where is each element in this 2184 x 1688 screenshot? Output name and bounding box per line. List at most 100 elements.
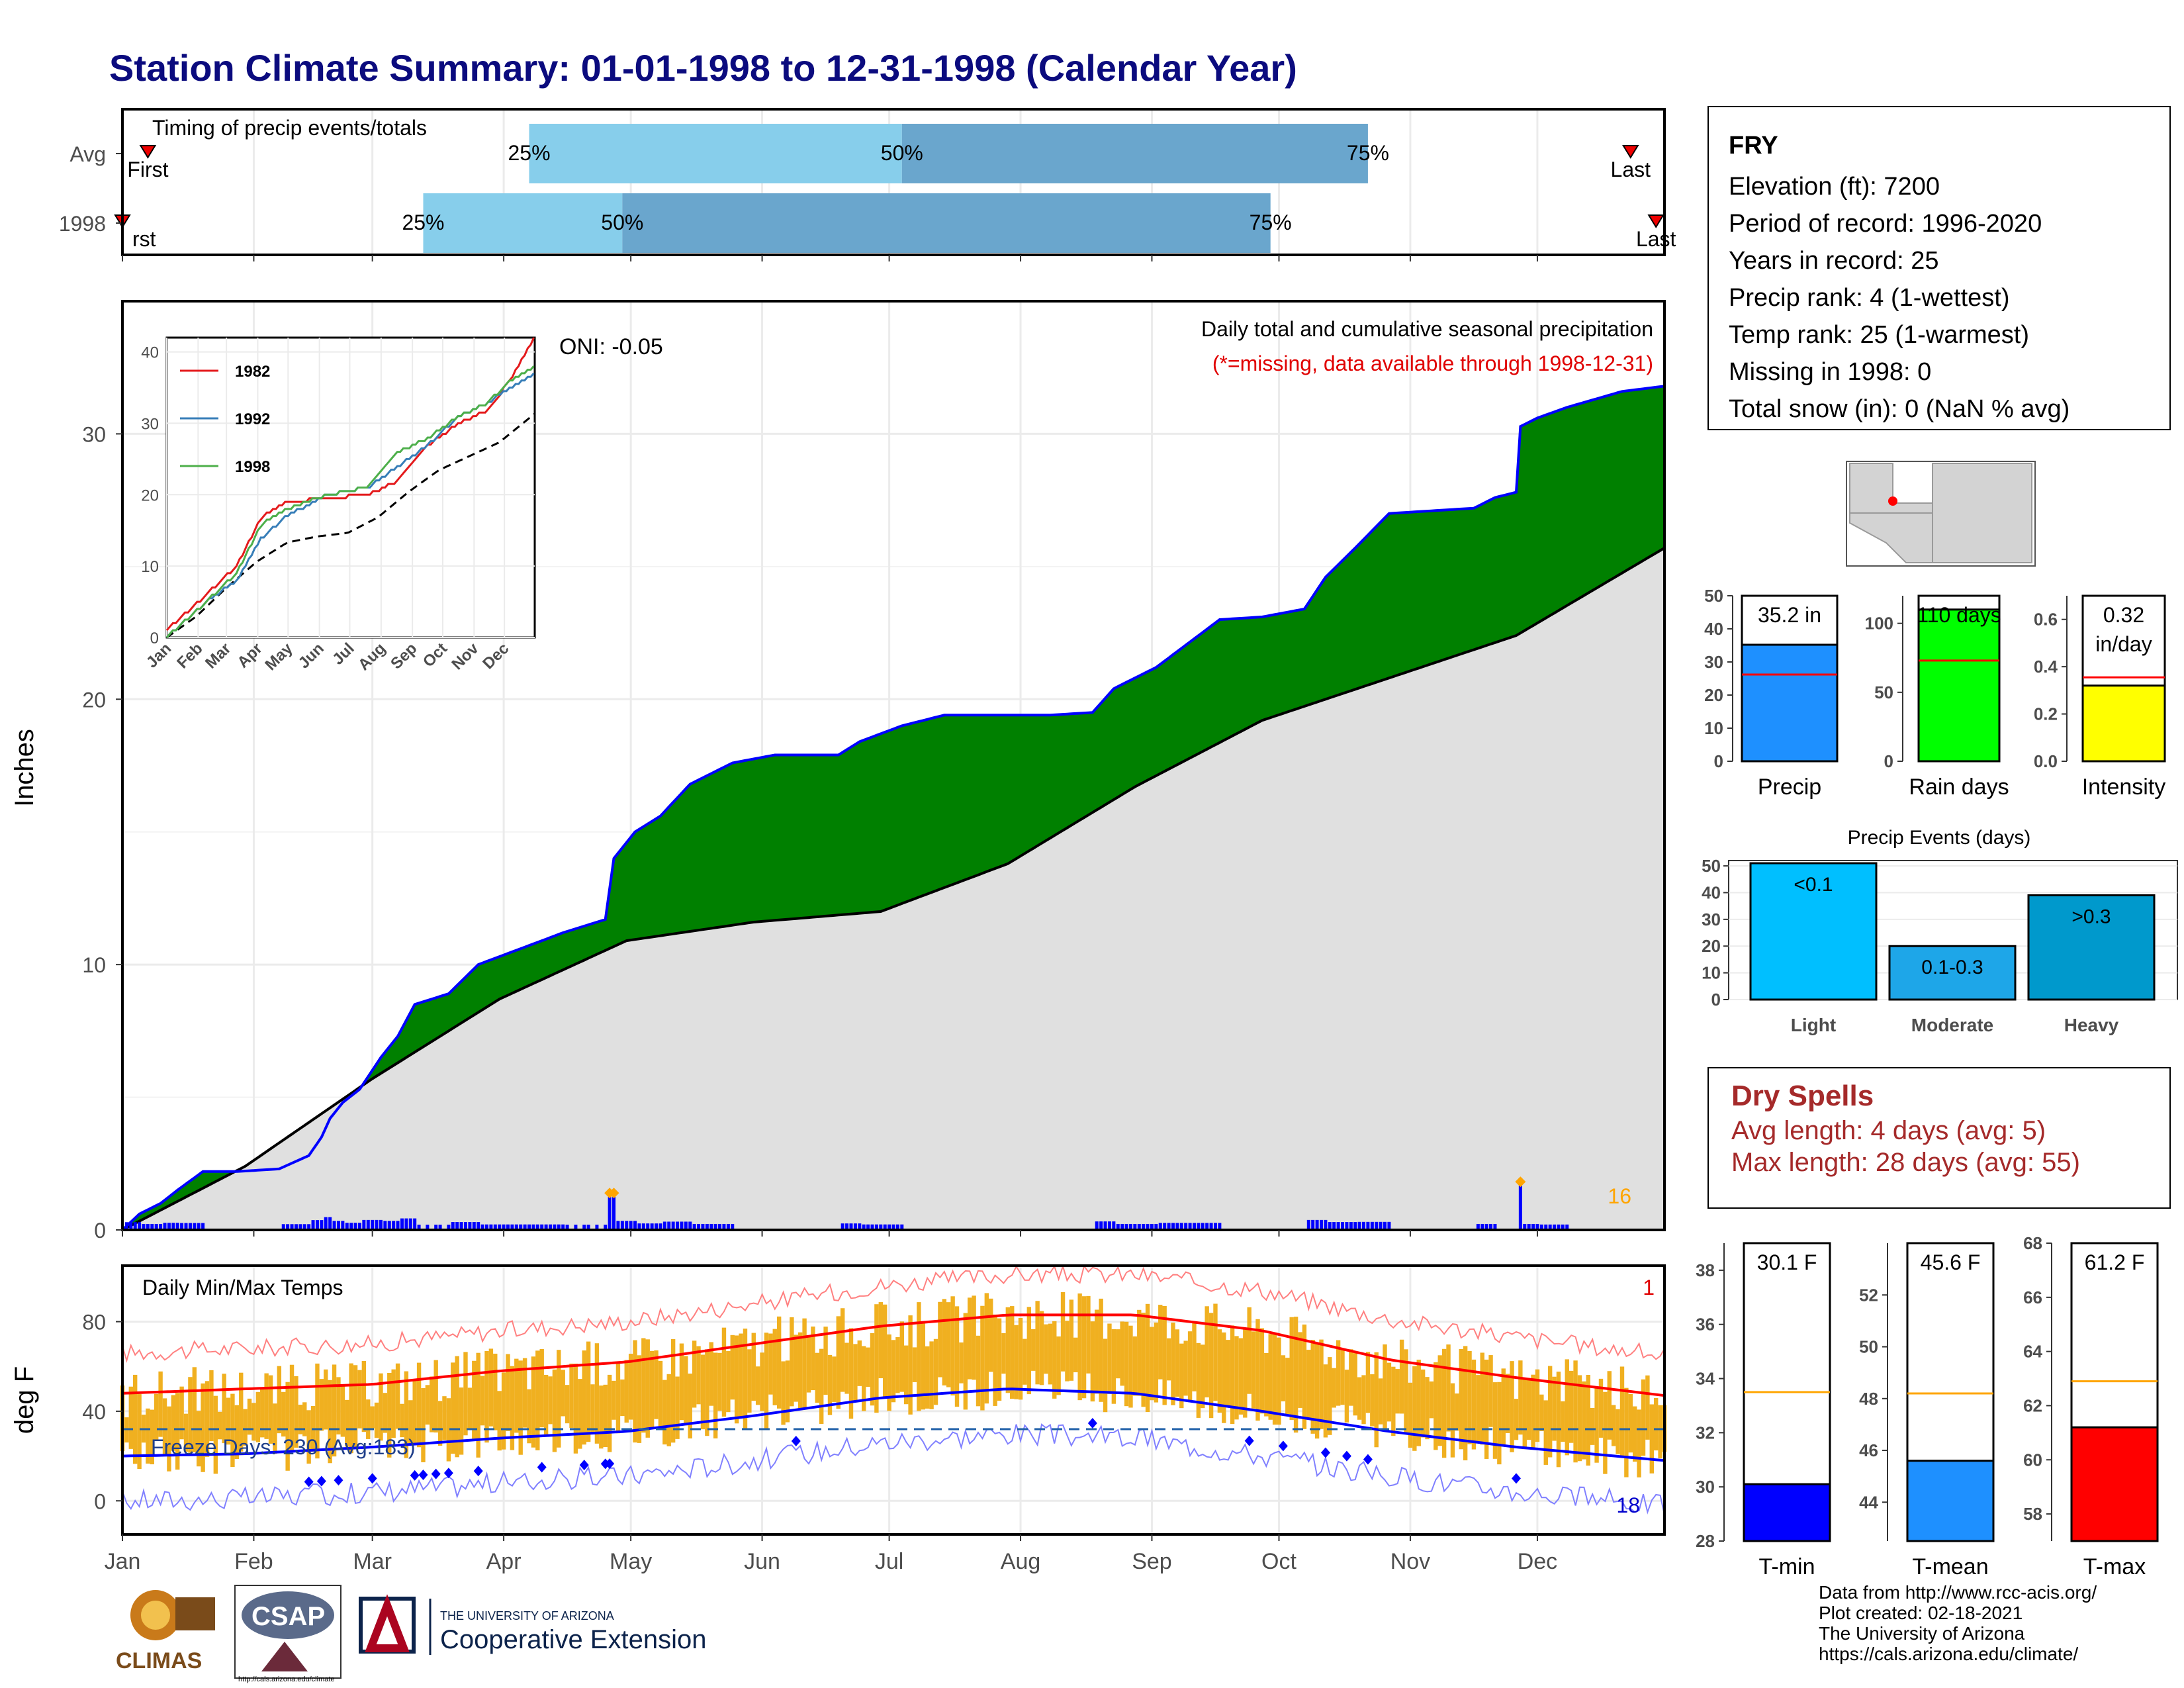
daily-precip-bar	[1209, 1223, 1213, 1230]
daily-precip-bar	[150, 1223, 154, 1230]
precip-ylabel: Inches	[10, 729, 39, 807]
temp-panel-frame	[121, 1264, 1666, 1536]
daily-temp-bar	[1336, 1340, 1341, 1406]
summary-value-text: 45.6 F	[1921, 1250, 1981, 1274]
daily-precip-bar	[680, 1221, 684, 1230]
daily-temp-bar	[425, 1385, 430, 1425]
daily-temp-bar	[197, 1411, 201, 1467]
daily-precip-bar	[718, 1223, 722, 1230]
daily-temp-bar	[1137, 1309, 1142, 1396]
daily-precip-bar	[629, 1221, 633, 1230]
daily-temp-bar	[1272, 1335, 1277, 1425]
daily-temp-bar	[442, 1396, 447, 1440]
daily-temp-bar	[408, 1400, 413, 1444]
daily-temp-bar	[150, 1409, 155, 1465]
daily-temp-bar	[1120, 1321, 1124, 1386]
daily-precip-bar	[874, 1224, 878, 1230]
daily-temp-bar	[933, 1338, 938, 1405]
daily-precip-bar	[1341, 1222, 1345, 1230]
daily-temp-bar	[730, 1335, 735, 1400]
daily-precip-bar	[709, 1223, 713, 1230]
daily-temp-bar	[768, 1333, 773, 1395]
summary-value-bar	[1741, 643, 1839, 763]
daily-temp-bar	[319, 1379, 324, 1431]
daily-temp-bar	[1526, 1380, 1531, 1440]
daily-temp-bar	[1387, 1362, 1392, 1422]
daily-precip-bar	[1548, 1224, 1552, 1230]
cumulative-precip-line	[121, 385, 1665, 1231]
station-line: Total snow (in): 0 (NaN % avg)	[1729, 395, 2070, 423]
daily-temp-bar	[1370, 1374, 1375, 1427]
daily-temp-bar	[1391, 1366, 1396, 1436]
dry-spells-max: Max length: 28 days (avg: 55)	[1731, 1148, 2080, 1177]
daily-precip-bar	[862, 1224, 866, 1230]
precip-event-range: <0.1	[1794, 874, 1833, 896]
summary-ytick: 36	[1696, 1315, 1715, 1335]
daily-temp-bar	[980, 1305, 985, 1411]
timing-bar-q3	[622, 193, 1271, 253]
daily-temp-bar	[324, 1369, 328, 1430]
daily-temp-bar	[1255, 1319, 1260, 1421]
daily-precip-bar	[324, 1217, 328, 1230]
daily-temp-bar	[336, 1377, 341, 1434]
daily-temp-bar	[493, 1353, 498, 1430]
daily-temp-bar	[543, 1374, 549, 1436]
daily-precip-bar	[1561, 1224, 1565, 1230]
daily-temp-bar	[1268, 1334, 1273, 1420]
daily-temp-bar	[984, 1293, 989, 1404]
daily-temp-bar	[1603, 1391, 1608, 1474]
daily-precip-bar	[392, 1221, 396, 1230]
inset-legend-label: 1982	[235, 363, 270, 381]
daily-temp-bar	[268, 1375, 273, 1444]
daily-temp-bar	[734, 1335, 739, 1424]
daily-temp-bar	[1645, 1375, 1650, 1440]
timing-25-label: 25%	[402, 211, 444, 234]
daily-temp-bar	[1166, 1338, 1171, 1381]
daily-temp-bar	[954, 1306, 960, 1407]
precip-events-ytick: 30	[1702, 910, 1721, 929]
daily-precip-bar	[489, 1224, 493, 1230]
daily-temp-bar	[925, 1346, 930, 1409]
summary-label: Intensity	[2082, 774, 2166, 800]
daily-temp-bar	[1035, 1301, 1040, 1385]
daily-temp-bar	[1056, 1336, 1061, 1395]
daily-temp-bar	[1141, 1312, 1146, 1407]
daily-temp-bar	[721, 1327, 727, 1417]
daily-precip-bar	[1557, 1224, 1561, 1230]
daily-precip-bar	[455, 1222, 459, 1230]
daily-temp-bar	[582, 1350, 586, 1445]
summary-ytick: 32	[1696, 1423, 1715, 1442]
daily-precip-bar	[1565, 1224, 1569, 1230]
month-tick-label: Feb	[234, 1549, 273, 1574]
timing-50-label: 50%	[881, 141, 923, 165]
summary-ytick: 44	[1859, 1492, 1878, 1512]
daily-precip-bar	[866, 1224, 870, 1230]
daily-temp-bar	[1543, 1400, 1548, 1465]
daily-precip-bar	[641, 1223, 645, 1230]
daily-temp-bar	[167, 1406, 171, 1472]
daily-temp-bar	[972, 1295, 976, 1380]
daily-temp-bar	[1145, 1303, 1150, 1413]
daily-temp-bar	[1510, 1361, 1514, 1452]
daily-temp-bar	[654, 1350, 659, 1419]
daily-temp-bar	[366, 1399, 371, 1439]
daily-precip-bar	[1133, 1223, 1137, 1230]
daily-temp-bar	[696, 1346, 701, 1405]
daily-precip-bar	[1099, 1221, 1103, 1230]
station-line: Missing in 1998: 0	[1729, 358, 1932, 386]
daily-precip-bar	[650, 1223, 654, 1230]
daily-temp-bar	[1340, 1349, 1345, 1405]
dry-spells-avg: Avg length: 4 days (avg: 5)	[1731, 1116, 2046, 1145]
station-line: Temp rank: 25 (1-warmest)	[1729, 321, 2030, 349]
daily-temp-bar	[328, 1380, 332, 1464]
first-marker	[139, 145, 157, 159]
daily-precip-bar	[1201, 1223, 1205, 1230]
daily-temp-bar	[1196, 1342, 1201, 1418]
daily-precip-bar	[1539, 1224, 1543, 1230]
daily-temp-bar	[578, 1379, 582, 1449]
daily-temp-bar	[1552, 1376, 1557, 1441]
daily-temp-bar	[1018, 1317, 1023, 1400]
daily-precip-bar	[1518, 1186, 1522, 1230]
daily-temp-bar	[641, 1338, 646, 1433]
daily-temp-bar	[1010, 1306, 1015, 1399]
